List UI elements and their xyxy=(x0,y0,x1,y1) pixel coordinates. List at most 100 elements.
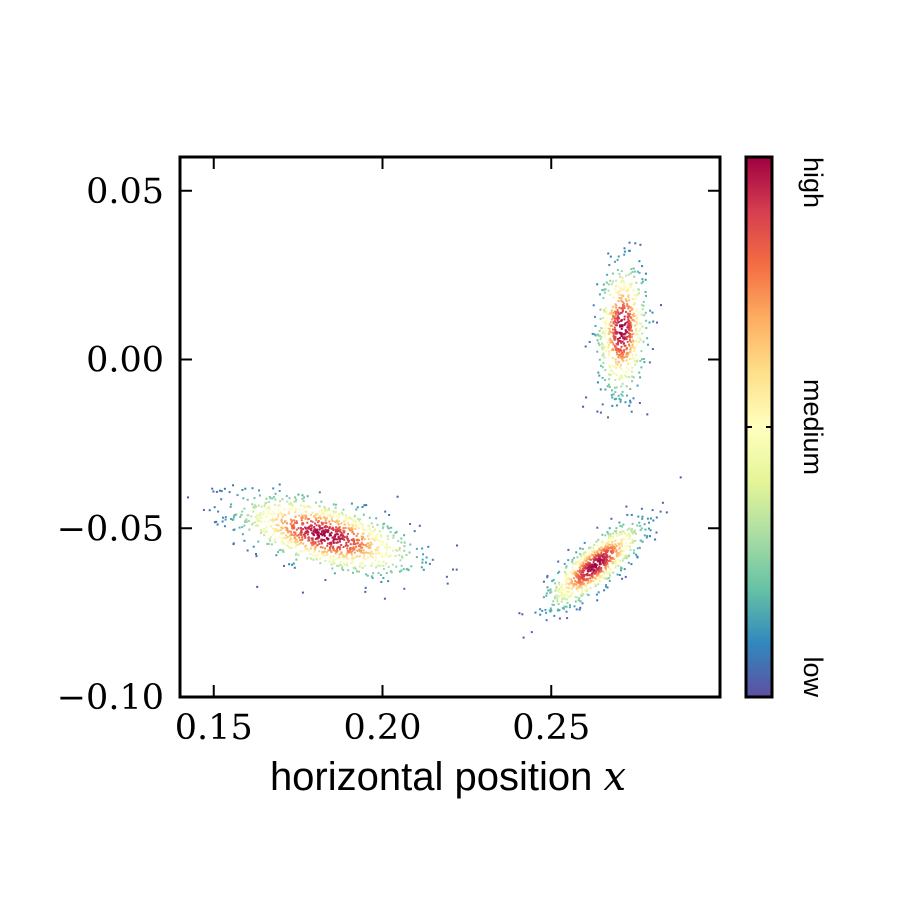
scatter-point xyxy=(623,338,626,341)
scatter-point xyxy=(626,528,629,531)
scatter-point xyxy=(620,332,623,335)
scatter-point xyxy=(622,305,625,308)
scatter-point xyxy=(316,553,319,556)
scatter-point xyxy=(626,340,629,343)
scatter-point xyxy=(573,571,576,573)
scatter-point xyxy=(601,366,604,369)
scatter-point xyxy=(638,329,640,332)
scatter-point xyxy=(267,520,270,523)
scatter-point xyxy=(621,358,624,361)
scatter-point xyxy=(390,571,393,574)
scatter-point xyxy=(613,326,616,329)
scatter-point xyxy=(361,566,364,569)
y-tick-label: 0.05 xyxy=(86,172,164,212)
scatter-point xyxy=(370,565,373,567)
scatter-point xyxy=(613,372,616,375)
scatter-point xyxy=(626,303,629,306)
scatter-point xyxy=(377,539,380,542)
scatter-point xyxy=(665,511,668,514)
scatter-point xyxy=(357,544,360,547)
scatter-point xyxy=(302,528,305,531)
scatter-point xyxy=(386,525,389,528)
scatter-point xyxy=(613,315,616,318)
scatter-point xyxy=(597,371,600,374)
scatter-point xyxy=(619,553,622,556)
scatter-point xyxy=(622,333,625,336)
scatter-point xyxy=(391,563,394,566)
scatter-point xyxy=(565,565,568,568)
scatter-point xyxy=(310,524,313,527)
scatter-point xyxy=(612,393,615,396)
scatter-point xyxy=(595,540,598,543)
scatter-point xyxy=(379,564,382,567)
scatter-point xyxy=(220,490,223,493)
scatter-point xyxy=(360,546,363,549)
scatter-point xyxy=(238,526,241,529)
scatter-point xyxy=(294,511,296,514)
scatter-point xyxy=(280,513,283,516)
scatter-point xyxy=(355,508,358,511)
scatter-point xyxy=(651,348,654,350)
scatter-point xyxy=(371,555,373,558)
scatter-point xyxy=(597,342,600,345)
scatter-point xyxy=(620,319,623,322)
scatter-point xyxy=(638,371,641,374)
scatter-point xyxy=(316,544,319,547)
scatter-point xyxy=(605,317,608,319)
scatter-point xyxy=(318,534,320,537)
scatter-point xyxy=(332,545,335,548)
scatter-point xyxy=(300,531,303,534)
scatter-point xyxy=(615,554,618,557)
scatter-point xyxy=(550,609,553,612)
scatter-point xyxy=(293,531,295,534)
scatter-point xyxy=(320,509,323,512)
scatter-point xyxy=(575,588,578,591)
scatter-point xyxy=(616,331,619,334)
scatter-point xyxy=(331,515,334,518)
scatter-point xyxy=(633,531,636,534)
scatter-point xyxy=(579,585,582,587)
scatter-point xyxy=(258,489,260,492)
scatter-point xyxy=(312,532,315,535)
scatter-point xyxy=(623,323,626,326)
scatter-point xyxy=(327,514,329,517)
scatter-point xyxy=(629,333,632,335)
scatter-point xyxy=(616,269,619,271)
scatter-point xyxy=(187,496,189,499)
scatter-point xyxy=(331,516,333,519)
scatter-point xyxy=(601,376,604,379)
scatter-point xyxy=(400,564,403,567)
scatter-point xyxy=(651,311,654,314)
scatter-point xyxy=(282,550,285,553)
scatter-point xyxy=(350,551,353,554)
scatter-point xyxy=(601,354,604,357)
scatter-point xyxy=(297,527,300,530)
scatter-point xyxy=(335,515,338,518)
scatter-point xyxy=(321,523,324,526)
scatter-point xyxy=(352,538,355,540)
scatter-point xyxy=(347,540,350,543)
scatter-point xyxy=(368,533,371,536)
scatter-point xyxy=(336,538,339,541)
scatter-point xyxy=(617,285,620,288)
scatter-point xyxy=(627,288,630,290)
scatter-point xyxy=(558,591,561,594)
scatter-point xyxy=(425,561,427,564)
scatter-point xyxy=(636,359,639,362)
scatter-point xyxy=(383,546,386,549)
scatter-point xyxy=(340,564,342,567)
scatter-point xyxy=(295,538,298,541)
scatter-point xyxy=(335,526,338,529)
scatter-point xyxy=(646,535,649,538)
scatter-point xyxy=(350,526,353,529)
scatter-point xyxy=(625,290,628,292)
scatter-point xyxy=(360,551,363,554)
scatter-point xyxy=(621,351,623,354)
scatter-point xyxy=(387,580,390,583)
scatter-point xyxy=(593,583,596,586)
scatter-point xyxy=(422,568,425,571)
scatter-point xyxy=(619,325,622,328)
scatter-point xyxy=(272,527,275,530)
scatter-point xyxy=(318,524,321,527)
scatter-point xyxy=(297,533,300,536)
